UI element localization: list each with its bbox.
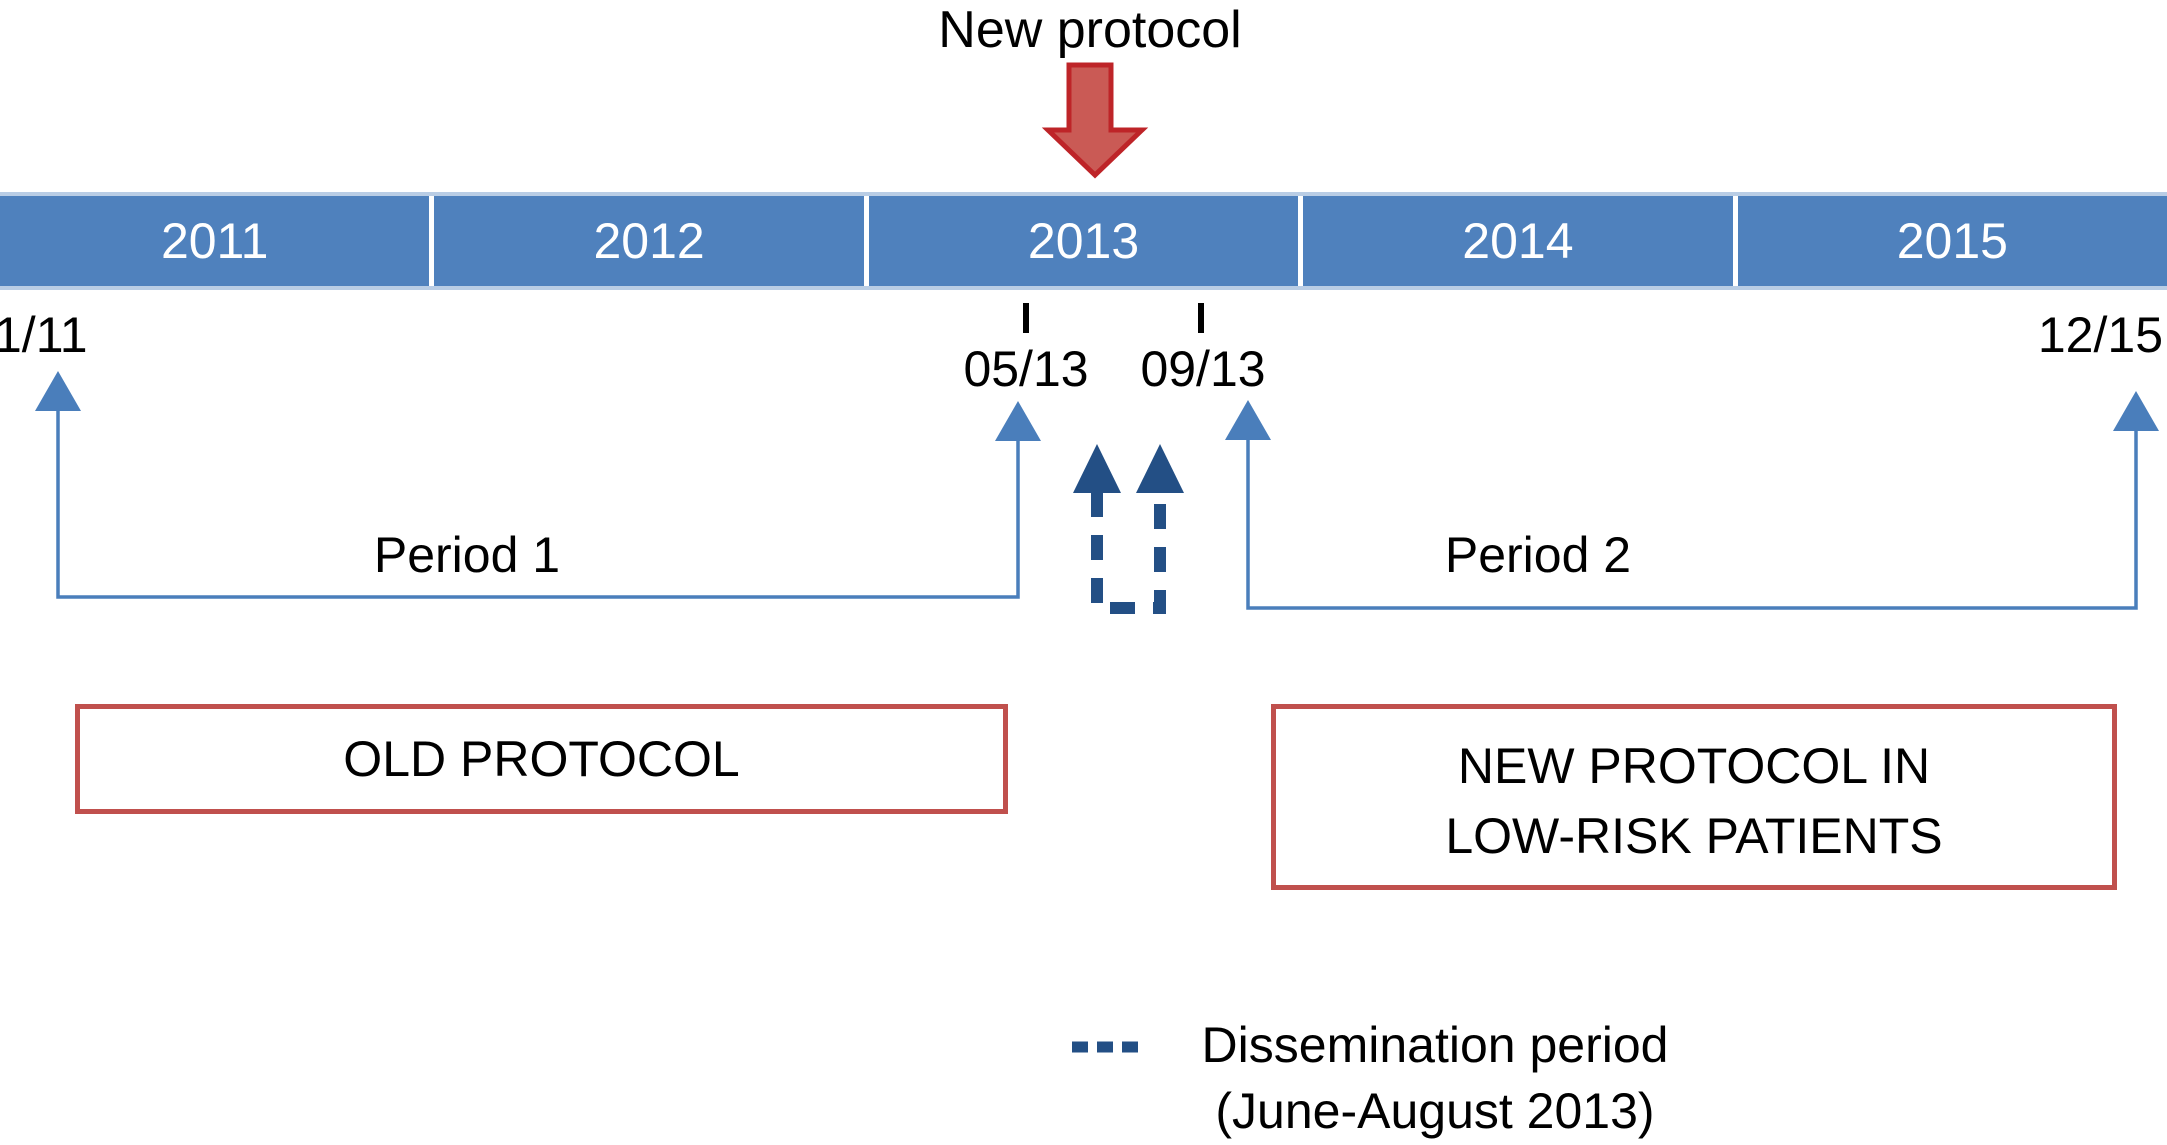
date-label-protocol-change: 05/13 [963,341,1089,397]
old-protocol-box: OLD PROTOCOL [75,704,1008,814]
timeline-segment-2015: 2015 [1896,213,2008,269]
period1-start-arrowhead-icon [35,371,81,411]
tick-mark-05-13 [1023,303,1029,333]
figure-title: New protocol [938,1,1242,59]
legend-label-line2: (June-August 2013) [1215,1083,1655,1139]
down-block-arrow-shape [1041,62,1149,179]
dissemination-arrowhead-left-icon [1073,444,1121,493]
legend-label-line1: Dissemination period [1201,1017,1669,1073]
timeline-segment-2014: 2014 [1303,196,1738,286]
timeline-segment-2011: 2011 [0,196,435,286]
timeline-segment-2012: 2012 [434,196,869,286]
timeline-bar: 2011 2012 2013 2014 2015 [0,192,2167,290]
dissemination-dashed-arrow [1091,492,1166,614]
period1-label: Period 1 [373,527,561,583]
tick-mark-09-13 [1198,303,1204,333]
date-label-start: 1/11 [0,307,88,363]
period2-bracket-line [1246,428,2138,610]
dissemination-arrowhead-right-icon [1136,444,1184,493]
period2-label: Period 2 [1444,527,1632,583]
new-protocol-box: NEW PROTOCOL IN LOW-RISK PATIENTS [1271,704,2117,890]
new-protocol-down-arrow-icon [1041,62,1149,179]
dissemination-dash-swatch-icon [1072,1041,1140,1053]
period1-end-arrowhead-icon [995,401,1041,441]
date-label-period2-start: 09/13 [1140,341,1266,397]
legend-label: Dissemination period (June-August 2013) [1150,1012,1720,1144]
date-label-end: 12/15 [2037,307,2163,363]
timeline-segment-2013: 2013 [869,196,1304,286]
new-protocol-box-line1: NEW PROTOCOL IN [1457,738,1931,794]
old-protocol-box-label: OLD PROTOCOL [343,731,740,787]
period2-start-arrowhead-icon [1225,400,1271,440]
new-protocol-box-line2: LOW-RISK PATIENTS [1445,808,1943,864]
period2-end-arrowhead-icon [2113,391,2159,431]
